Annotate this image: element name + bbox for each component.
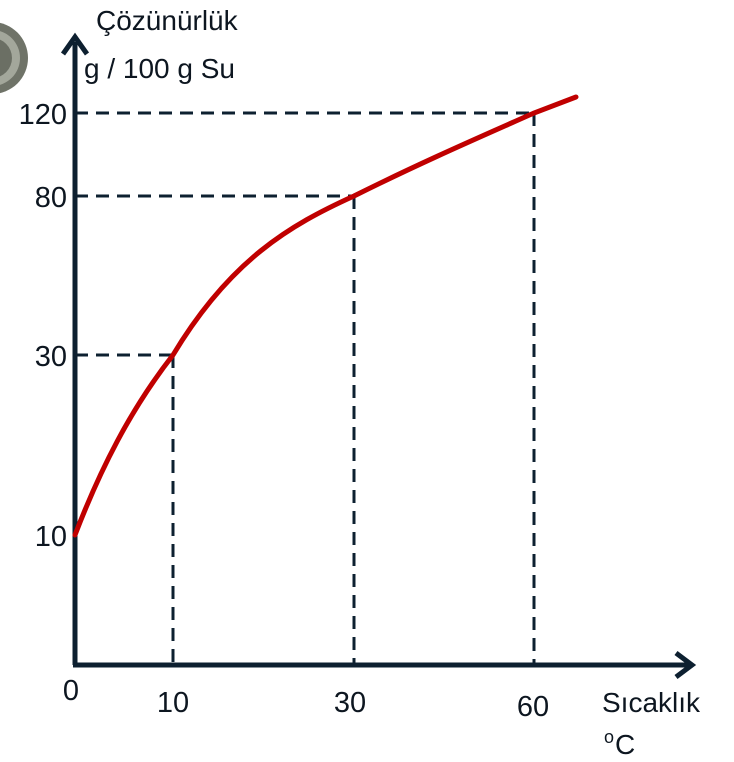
corner-image <box>0 22 28 94</box>
y-axis-label-line-2: g / 100 g Su <box>84 53 235 84</box>
axes <box>60 32 697 679</box>
x-tick-label: 60 <box>517 691 549 723</box>
y-axis-arrowhead <box>60 32 90 56</box>
y-tick-label: 30 <box>35 341 67 373</box>
x-axis-label-degree: o <box>604 727 614 747</box>
x-axis-arrowhead <box>674 651 697 679</box>
solubility-curve <box>72 94 579 538</box>
x-tick-label: 0 <box>63 675 79 707</box>
x-tick-label: 30 <box>334 687 366 719</box>
y-tick-label: 10 <box>35 521 67 553</box>
guide-lines <box>75 111 536 665</box>
y-tick-label: 120 <box>19 99 67 131</box>
y-tick-label: 80 <box>35 182 67 214</box>
x-tick-labels: 0 10 30 60 <box>63 675 549 723</box>
x-tick-label: 10 <box>157 687 189 719</box>
x-axis-label-line-1: Sıcaklık <box>602 687 701 718</box>
x-axis-label-line-2: C <box>615 729 635 760</box>
y-axis-label-line-1: Çözünürlük <box>96 5 239 36</box>
y-tick-labels: 10 30 80 120 <box>19 99 67 553</box>
